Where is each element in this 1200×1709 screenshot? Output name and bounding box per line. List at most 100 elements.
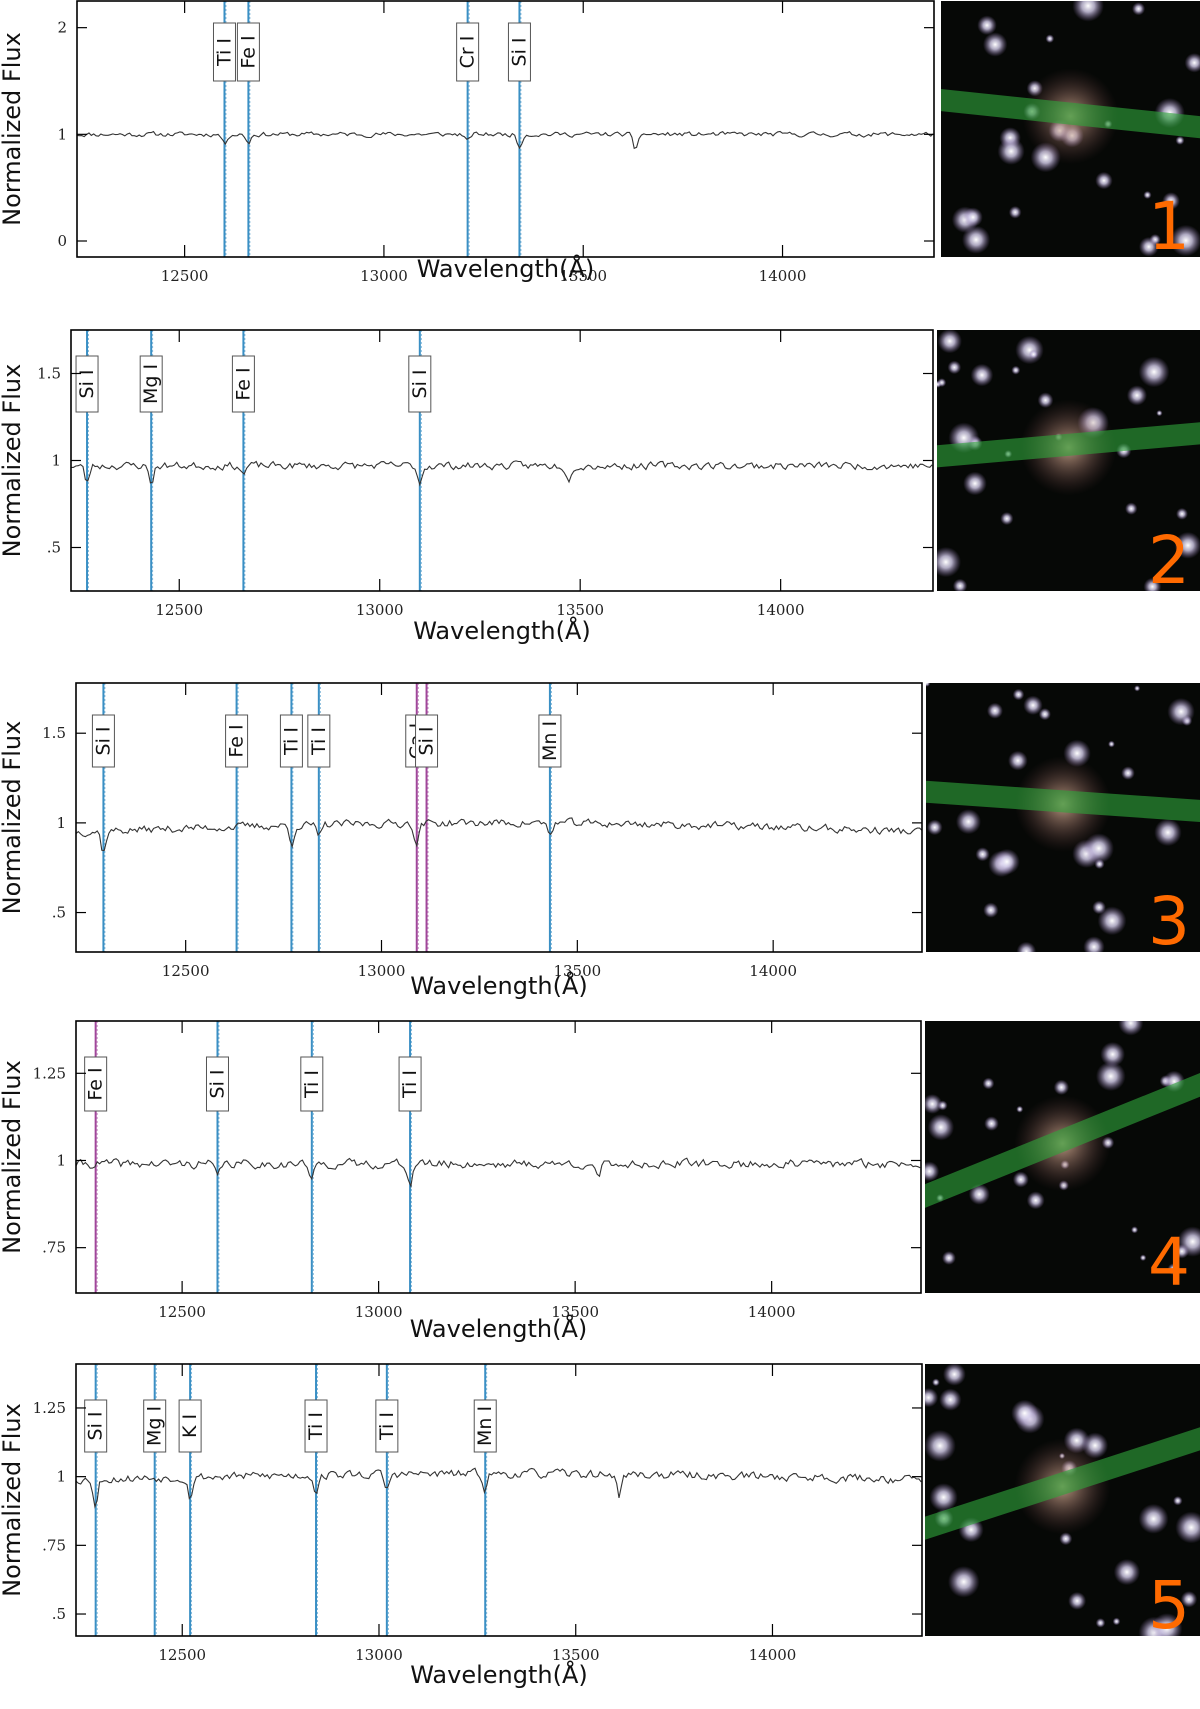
x-tick-label: 13500 — [552, 1646, 600, 1664]
star — [1174, 1244, 1190, 1259]
y-tick-label: .75 — [42, 1239, 66, 1257]
line-label: Si I — [508, 38, 530, 67]
star — [1167, 697, 1195, 726]
star — [925, 1161, 940, 1182]
star — [1097, 906, 1127, 936]
x-axis-title: Wavelength(Å) — [410, 971, 588, 1000]
spectrum-curve — [71, 460, 933, 487]
y-axis-title: Normalized Flux — [0, 1403, 26, 1597]
star — [1095, 1061, 1126, 1092]
line-label: Mg I — [144, 1406, 166, 1446]
plot-frame — [70, 329, 934, 592]
star — [1000, 512, 1014, 526]
y-tick-label: .5 — [52, 1605, 66, 1623]
y-tick-label: 1.5 — [42, 724, 66, 742]
x-tick-label: 12500 — [158, 1303, 206, 1321]
y-tick-label: 1.25 — [33, 1399, 66, 1417]
star — [1167, 1263, 1180, 1276]
line-label-box — [507, 22, 531, 82]
line-label: Si I — [206, 1070, 228, 1099]
spectrum-panel-2: Si I Mg I Fe I Si I .5 1 1.5 12500 13000 13500 140… — [0, 329, 934, 645]
line-label-box — [178, 1399, 202, 1453]
x-tick-label: 13000 — [360, 267, 408, 285]
y-axis-title: Normalized Flux — [0, 364, 26, 558]
star — [925, 1429, 956, 1462]
plot-frame — [75, 1020, 922, 1294]
line-label-box — [212, 22, 236, 82]
star — [1174, 531, 1200, 559]
star — [1131, 1226, 1139, 1234]
spectrum-panel-5: Si I Mg I K I Ti I Ti I Mn I .5 .75 1 1.25 12500 13… — [0, 1363, 923, 1689]
line-label: Ti I — [376, 1412, 398, 1441]
star — [1095, 171, 1113, 190]
star — [952, 578, 968, 591]
x-tick-label: 13500 — [556, 601, 604, 619]
star — [1139, 1254, 1147, 1262]
star — [1108, 740, 1115, 748]
star — [1125, 502, 1138, 515]
x-tick-label: 14000 — [757, 601, 805, 619]
star — [1100, 1041, 1126, 1067]
x-tick-label: 13000 — [356, 601, 404, 619]
y-tick-label: 1 — [56, 1151, 66, 1169]
star — [1131, 2, 1146, 16]
star — [983, 902, 999, 918]
line-label-box — [279, 714, 303, 768]
y-tick-label: .5 — [52, 904, 66, 922]
line-label: K I — [179, 1414, 201, 1438]
star — [1138, 236, 1159, 257]
star — [1012, 688, 1025, 701]
star — [1175, 1511, 1200, 1544]
line-label: Ti I — [213, 38, 235, 67]
slit-overlay — [937, 417, 1200, 473]
y-axis-title: Normalized Flux — [0, 1060, 26, 1254]
star — [937, 330, 962, 354]
star — [1023, 695, 1043, 715]
spectrum-curve — [77, 130, 934, 150]
line-label: Ti I — [308, 727, 330, 756]
panel-number: 2 — [1148, 522, 1190, 599]
spectrum-panel-1: Ti I Fe I Cr I Si I 0 1 2 12500 13000 13500 14000 W… — [0, 0, 935, 285]
star — [962, 225, 991, 254]
star — [1176, 507, 1188, 520]
line-label: Mn I — [539, 721, 561, 761]
spectrum-panel-3: Si IFe ITi ITi ICa ISi IMn I.511.5125001… — [0, 682, 923, 1000]
line-label-box — [538, 714, 562, 768]
star — [927, 1114, 955, 1141]
star — [1143, 577, 1162, 591]
star — [1156, 410, 1163, 417]
star — [1126, 385, 1148, 406]
y-tick-label: 2 — [57, 19, 67, 37]
star — [963, 471, 987, 496]
x-tick-label: 14000 — [749, 962, 797, 980]
line-label: Ti I — [280, 727, 302, 756]
y-tick-label: 1 — [56, 1468, 66, 1486]
line-label-box — [84, 1399, 108, 1453]
line-label: Fe I — [232, 367, 254, 400]
spectrum-curve — [76, 1157, 921, 1189]
x-tick-label: 13000 — [358, 962, 406, 980]
slit-overlay — [925, 1412, 1200, 1556]
star — [1184, 53, 1200, 73]
star — [1134, 685, 1141, 692]
slit-overlay — [925, 1056, 1200, 1226]
star — [937, 378, 947, 388]
line-label-box — [139, 355, 163, 413]
line-label: Mg I — [140, 364, 162, 404]
star — [1154, 818, 1182, 847]
star — [1112, 1617, 1121, 1626]
star — [1118, 1021, 1144, 1036]
star — [955, 809, 982, 835]
y-tick-label: 1.5 — [37, 365, 61, 383]
star — [947, 1566, 980, 1598]
line-label: Ti I — [301, 1070, 323, 1099]
star — [937, 546, 962, 578]
star — [1170, 224, 1200, 257]
line-label: Ti I — [399, 1070, 421, 1099]
star — [1012, 1171, 1029, 1188]
y-axis-title: Normalized Flux — [0, 32, 26, 226]
line-label-box — [408, 355, 432, 413]
spectrum-panel-4: Fe I Si I Ti I Ti I .75 1 1.25 12500 13000 13500 1… — [0, 1020, 922, 1343]
x-tick-label: 13500 — [559, 267, 607, 285]
x-axis-title: Wavelength(Å) — [410, 1314, 588, 1343]
